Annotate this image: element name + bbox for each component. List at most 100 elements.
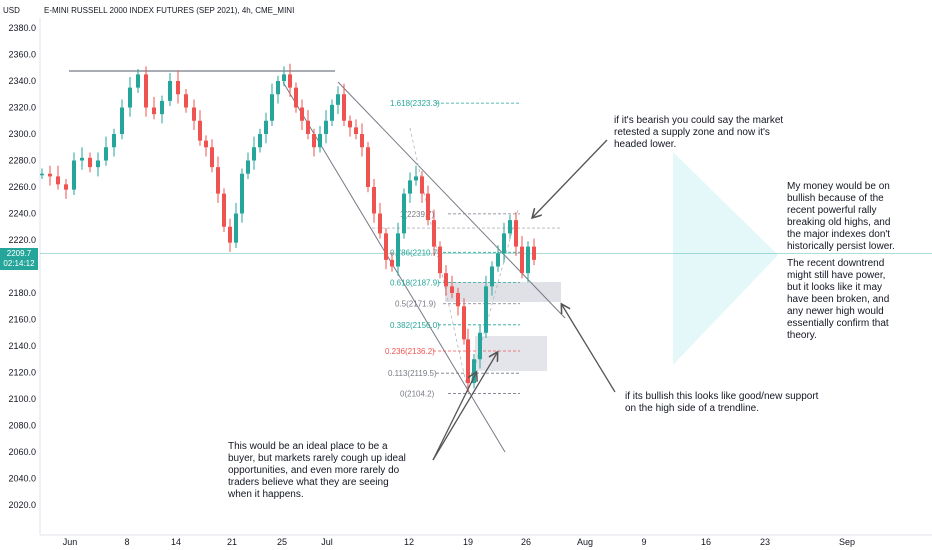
candle bbox=[40, 168, 44, 180]
candle bbox=[104, 136, 108, 166]
candle bbox=[144, 66, 148, 117]
candle-body bbox=[354, 127, 358, 134]
candle bbox=[372, 179, 376, 223]
candle-body bbox=[128, 87, 132, 108]
y-tick-label: 2320.0 bbox=[8, 103, 36, 113]
candle-body bbox=[270, 94, 274, 121]
fib-level-label: 0.618(2187.9) bbox=[390, 279, 440, 288]
candle bbox=[270, 83, 274, 127]
y-tick-label: 2140.0 bbox=[8, 341, 36, 351]
y-tick-label: 2100.0 bbox=[8, 394, 36, 404]
bar-countdown: 02:14:12 bbox=[3, 259, 35, 268]
candle-body bbox=[330, 104, 334, 121]
candle-body bbox=[318, 134, 322, 148]
x-tick-label: 25 bbox=[277, 537, 287, 547]
x-tick-label: 19 bbox=[463, 537, 473, 547]
candle bbox=[136, 69, 140, 93]
candle bbox=[402, 188, 406, 239]
candle-body bbox=[396, 233, 400, 267]
candle-body bbox=[444, 273, 448, 287]
candle bbox=[324, 110, 328, 144]
candle bbox=[514, 212, 518, 256]
x-tick-label: 21 bbox=[227, 537, 237, 547]
candle bbox=[112, 128, 116, 157]
candle bbox=[258, 128, 262, 153]
candle-body bbox=[40, 173, 44, 176]
candle-body bbox=[336, 94, 340, 105]
candle-body bbox=[378, 213, 382, 234]
candle bbox=[56, 165, 60, 190]
candle bbox=[490, 261, 494, 296]
candle bbox=[444, 265, 448, 296]
y-tick-label: 2160.0 bbox=[8, 315, 36, 325]
candle-body bbox=[198, 120, 202, 141]
candle bbox=[456, 287, 460, 316]
upper-trendline bbox=[337, 81, 566, 319]
fib-level-label: 0.113(2119.5) bbox=[388, 369, 437, 378]
candle bbox=[520, 236, 524, 279]
y-tick-label: 2220.0 bbox=[8, 235, 36, 245]
candle-body bbox=[136, 74, 140, 88]
x-tick-label: 23 bbox=[760, 537, 770, 547]
candle-body bbox=[168, 81, 172, 101]
candle-body bbox=[490, 266, 494, 287]
candle bbox=[168, 73, 172, 107]
candle bbox=[72, 152, 76, 195]
candle bbox=[204, 135, 208, 157]
candle bbox=[508, 214, 512, 239]
candle bbox=[216, 156, 220, 203]
x-tick-label: 8 bbox=[124, 537, 129, 547]
candle bbox=[484, 275, 488, 339]
candle-body bbox=[48, 173, 52, 177]
candle-body bbox=[426, 193, 430, 221]
candle-body bbox=[258, 134, 262, 148]
current-price-tag: 2209.7 02:14:12 bbox=[0, 248, 38, 270]
candle bbox=[96, 152, 100, 177]
candle bbox=[80, 147, 84, 170]
currency-label: USD bbox=[3, 6, 20, 15]
y-tick-label: 2120.0 bbox=[8, 368, 36, 378]
candle bbox=[246, 152, 250, 180]
x-tick-label: Jul bbox=[321, 537, 333, 547]
annotation-arrow bbox=[432, 373, 476, 461]
y-tick-label: 2080.0 bbox=[8, 421, 36, 431]
chart-title: E-MINI RUSSELL 2000 INDEX FUTURES (SEP 2… bbox=[44, 6, 295, 15]
candle bbox=[354, 119, 358, 140]
candle-body bbox=[478, 332, 482, 360]
candle-body bbox=[402, 193, 406, 234]
y-tick-label: 2280.0 bbox=[8, 156, 36, 166]
candle bbox=[466, 328, 470, 393]
candle-body bbox=[312, 134, 316, 148]
y-tick-label: 2380.0 bbox=[8, 23, 36, 33]
candle bbox=[390, 251, 394, 272]
x-tick-label: 16 bbox=[701, 537, 711, 547]
candle bbox=[420, 171, 424, 203]
x-tick-label: 14 bbox=[171, 537, 181, 547]
candle-body bbox=[390, 259, 394, 267]
candle bbox=[176, 70, 180, 104]
candle-body bbox=[384, 233, 388, 260]
candle-body bbox=[342, 94, 346, 121]
candle bbox=[360, 123, 364, 157]
candle bbox=[478, 324, 482, 369]
candle bbox=[128, 77, 132, 117]
annotation-downtrend: The recent downtrend might still have po… bbox=[787, 258, 890, 341]
annotation-arrow bbox=[533, 139, 608, 217]
candle-body bbox=[514, 220, 518, 247]
candle-body bbox=[456, 293, 460, 307]
y-tick-label: 2360.0 bbox=[8, 50, 36, 60]
candle bbox=[228, 218, 232, 252]
candle-body bbox=[228, 226, 232, 243]
candle-body bbox=[204, 140, 208, 148]
candle bbox=[192, 99, 196, 131]
y-tick-label: 2040.0 bbox=[8, 474, 36, 484]
y-tick-label: 2240.0 bbox=[8, 209, 36, 219]
candle bbox=[414, 165, 418, 186]
candle-body bbox=[72, 160, 76, 190]
candle-body bbox=[210, 147, 214, 168]
candle-body bbox=[372, 187, 376, 214]
candle-body bbox=[438, 246, 442, 274]
candle bbox=[152, 96, 156, 120]
x-tick-label: Aug bbox=[577, 537, 593, 547]
candle-body bbox=[264, 120, 268, 134]
